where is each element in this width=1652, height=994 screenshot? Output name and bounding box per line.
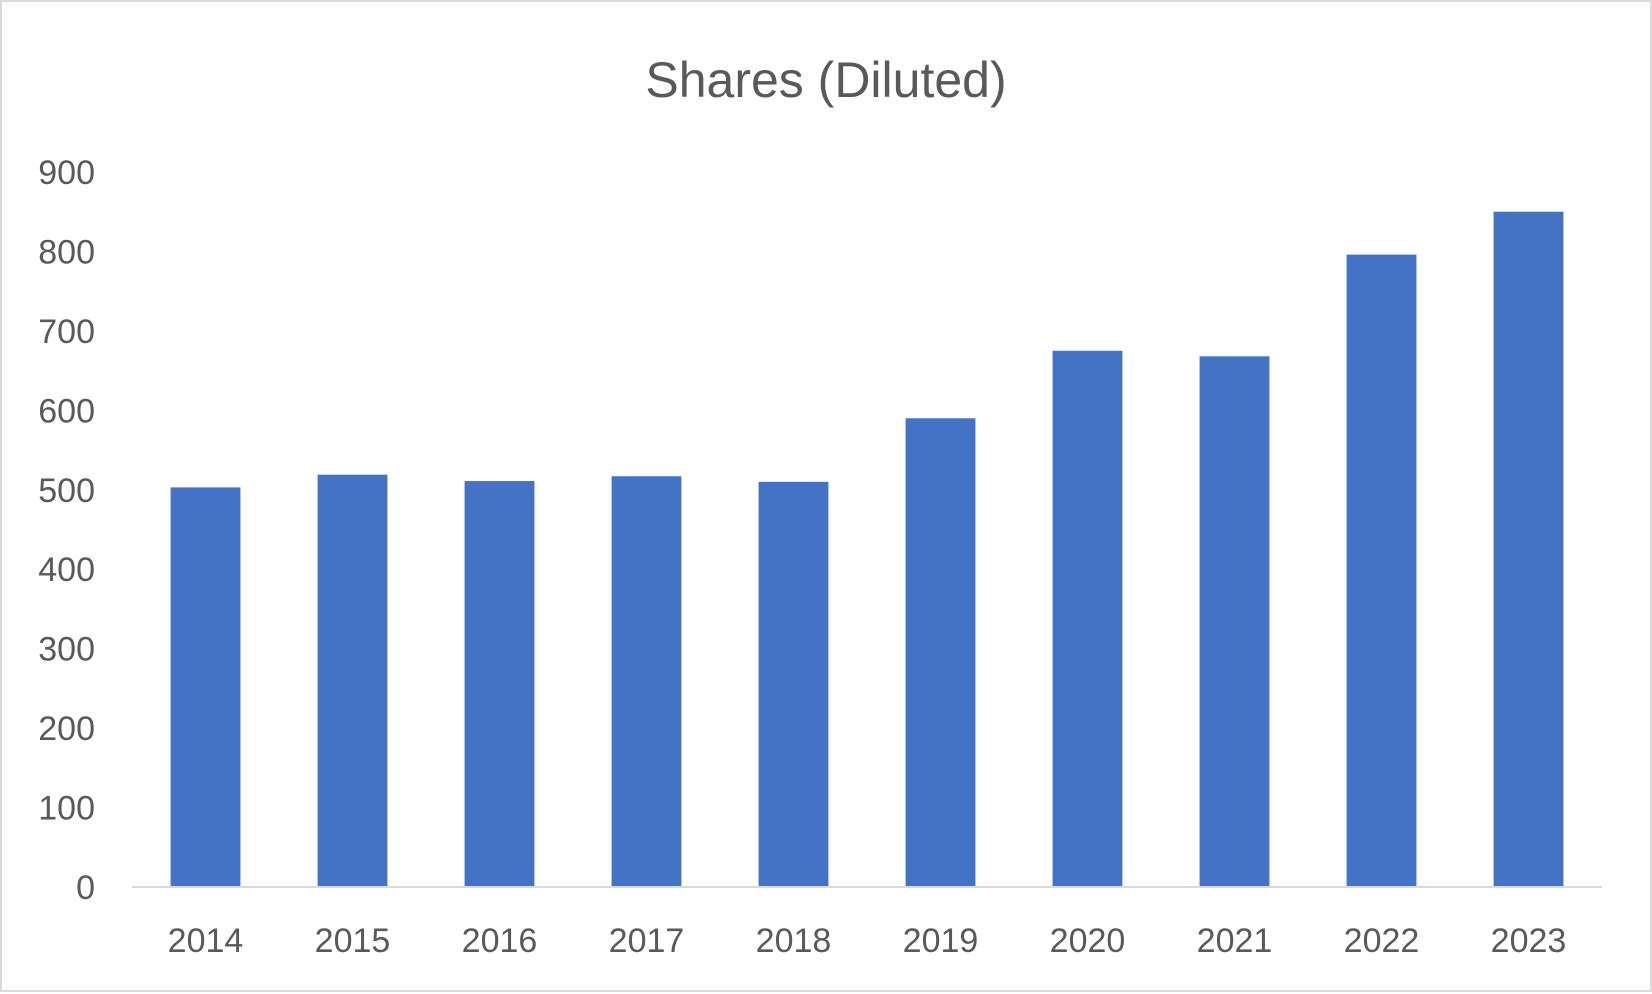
chart-title: Shares (Diluted) <box>645 52 1006 108</box>
y-tick-label: 400 <box>38 551 95 589</box>
x-tick-label: 2023 <box>1491 922 1567 960</box>
y-tick-label: 700 <box>38 313 95 351</box>
x-tick-label: 2015 <box>315 922 391 960</box>
x-tick-label: 2018 <box>756 922 832 960</box>
y-tick-label: 900 <box>38 154 95 192</box>
bar-2023 <box>1493 211 1564 887</box>
x-tick-label: 2020 <box>1050 922 1126 960</box>
y-tick-label: 600 <box>38 392 95 430</box>
x-tick-label: 2022 <box>1344 922 1420 960</box>
bar-2022 <box>1346 254 1417 888</box>
x-tick-label: 2017 <box>609 922 685 960</box>
y-tick-label: 200 <box>38 710 95 748</box>
bar-2020 <box>1052 350 1123 887</box>
x-tick-label: 2021 <box>1197 922 1273 960</box>
y-tick-label: 0 <box>76 869 95 907</box>
bar-2021 <box>1199 356 1270 887</box>
x-tick-label: 2019 <box>903 922 979 960</box>
y-tick-label: 300 <box>38 631 95 669</box>
y-tick-label: 500 <box>38 472 95 510</box>
y-tick-label: 100 <box>38 790 95 828</box>
bar-2014 <box>170 487 241 887</box>
x-tick-label: 2014 <box>168 922 244 960</box>
y-axis-ticks: 0 100 200 300 400 500 600 700 800 900 <box>38 154 95 907</box>
bar-2019 <box>905 418 976 887</box>
bar-2017 <box>611 476 682 887</box>
x-tick-label: 2016 <box>462 922 538 960</box>
bars <box>170 211 1564 888</box>
bar-2016 <box>464 481 535 887</box>
y-tick-label: 800 <box>38 233 95 271</box>
x-axis-ticks: 2014 2015 2016 2017 2018 2019 2020 2021 2022 2023 <box>168 922 1567 960</box>
bar-2015 <box>317 474 388 887</box>
bar-2018 <box>758 481 829 887</box>
